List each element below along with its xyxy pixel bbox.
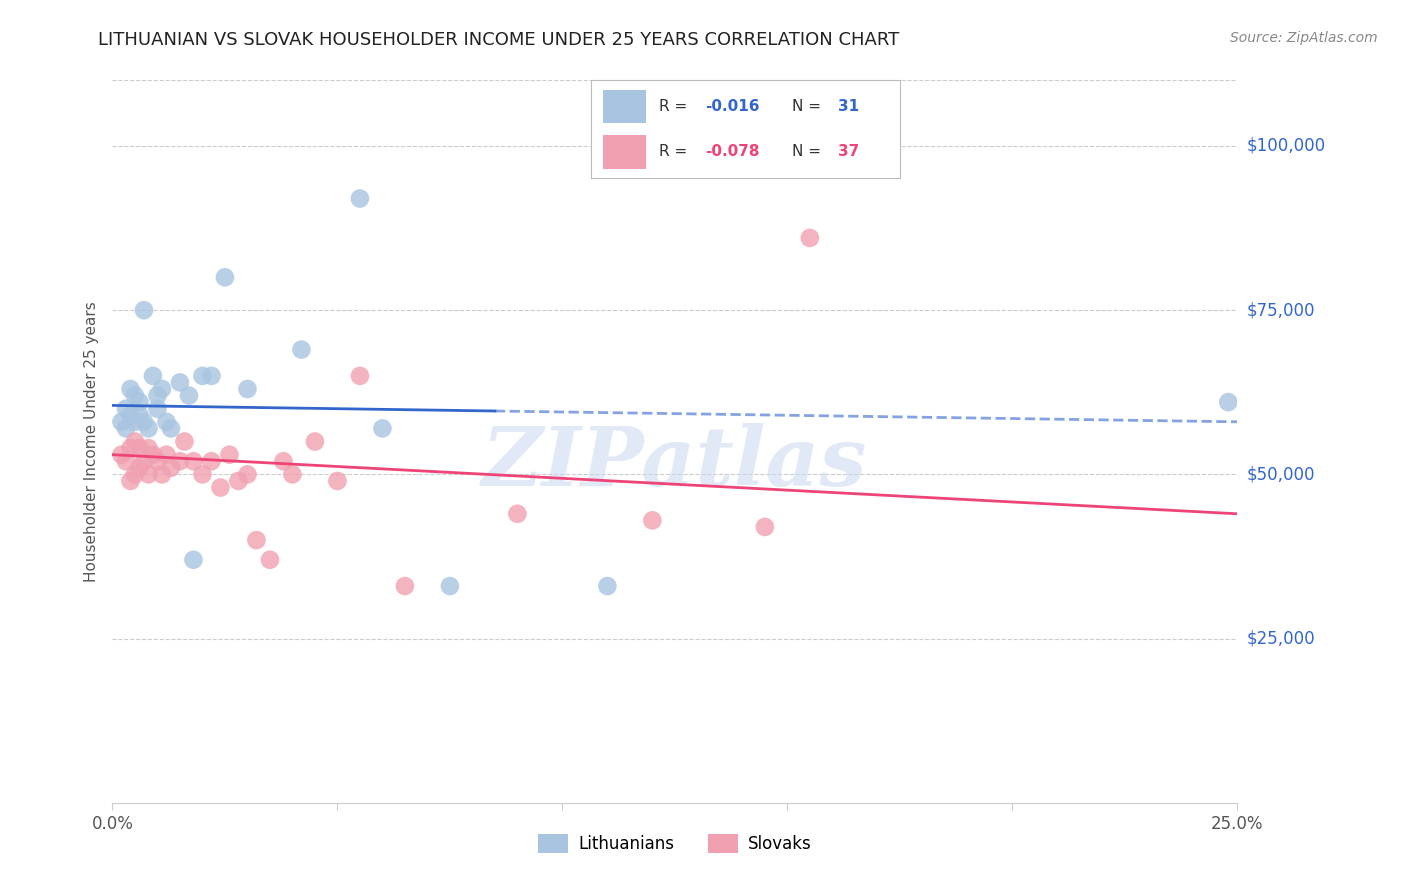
- Point: [150, 467, 173, 482]
- Point: [191, 368, 214, 383]
- Point: [128, 395, 150, 409]
- Point: [128, 441, 150, 455]
- Point: [173, 434, 195, 449]
- Point: [218, 448, 240, 462]
- Point: [273, 454, 295, 468]
- Point: [799, 231, 821, 245]
- Point: [160, 460, 183, 475]
- Point: [394, 579, 416, 593]
- Point: [439, 579, 461, 593]
- Point: [142, 448, 165, 462]
- Point: [177, 388, 200, 402]
- Point: [110, 448, 132, 462]
- Point: [120, 409, 142, 423]
- Point: [138, 421, 160, 435]
- Point: [115, 454, 138, 468]
- Y-axis label: Householder Income Under 25 years: Householder Income Under 25 years: [83, 301, 98, 582]
- Text: $25,000: $25,000: [1246, 630, 1315, 648]
- Point: [214, 270, 236, 285]
- Point: [183, 553, 205, 567]
- Point: [138, 441, 160, 455]
- Text: -0.016: -0.016: [704, 99, 759, 114]
- Point: [150, 382, 173, 396]
- Point: [132, 303, 155, 318]
- Point: [115, 421, 138, 435]
- Point: [115, 401, 138, 416]
- Point: [155, 448, 177, 462]
- Text: $75,000: $75,000: [1246, 301, 1315, 319]
- Point: [200, 454, 222, 468]
- Point: [124, 388, 146, 402]
- Point: [110, 415, 132, 429]
- Point: [132, 454, 155, 468]
- Text: 37: 37: [838, 145, 859, 160]
- Point: [349, 368, 371, 383]
- Point: [142, 368, 165, 383]
- Point: [506, 507, 529, 521]
- Text: N =: N =: [792, 145, 825, 160]
- Point: [183, 454, 205, 468]
- Point: [128, 409, 150, 423]
- Point: [169, 454, 191, 468]
- Point: [155, 415, 177, 429]
- Point: [146, 388, 169, 402]
- Point: [124, 467, 146, 482]
- Text: 31: 31: [838, 99, 859, 114]
- Point: [228, 474, 250, 488]
- Point: [120, 382, 142, 396]
- Text: N =: N =: [792, 99, 825, 114]
- Point: [236, 467, 259, 482]
- Text: ZIPatlas: ZIPatlas: [482, 423, 868, 503]
- Point: [371, 421, 394, 435]
- Point: [259, 553, 281, 567]
- Text: $100,000: $100,000: [1246, 137, 1326, 155]
- Point: [349, 192, 371, 206]
- Point: [326, 474, 349, 488]
- Point: [304, 434, 326, 449]
- Point: [160, 421, 183, 435]
- Point: [169, 376, 191, 390]
- Point: [754, 520, 776, 534]
- Legend: Lithuanians, Slovaks: Lithuanians, Slovaks: [531, 827, 818, 860]
- Point: [138, 467, 160, 482]
- Text: R =: R =: [658, 145, 692, 160]
- Text: -0.078: -0.078: [704, 145, 759, 160]
- Point: [120, 441, 142, 455]
- Point: [245, 533, 267, 547]
- Point: [191, 467, 214, 482]
- Point: [236, 382, 259, 396]
- Text: R =: R =: [658, 99, 692, 114]
- Bar: [603, 136, 647, 169]
- Point: [1218, 395, 1240, 409]
- Point: [128, 460, 150, 475]
- Text: Source: ZipAtlas.com: Source: ZipAtlas.com: [1230, 31, 1378, 45]
- Point: [596, 579, 619, 593]
- Point: [120, 474, 142, 488]
- Point: [124, 434, 146, 449]
- Point: [209, 481, 232, 495]
- Text: $50,000: $50,000: [1246, 466, 1315, 483]
- Point: [146, 454, 169, 468]
- Point: [132, 415, 155, 429]
- Point: [146, 401, 169, 416]
- Text: LITHUANIAN VS SLOVAK HOUSEHOLDER INCOME UNDER 25 YEARS CORRELATION CHART: LITHUANIAN VS SLOVAK HOUSEHOLDER INCOME …: [98, 31, 900, 49]
- Point: [281, 467, 304, 482]
- Bar: [603, 90, 647, 123]
- Point: [641, 513, 664, 527]
- Point: [200, 368, 222, 383]
- Point: [290, 343, 312, 357]
- Point: [124, 415, 146, 429]
